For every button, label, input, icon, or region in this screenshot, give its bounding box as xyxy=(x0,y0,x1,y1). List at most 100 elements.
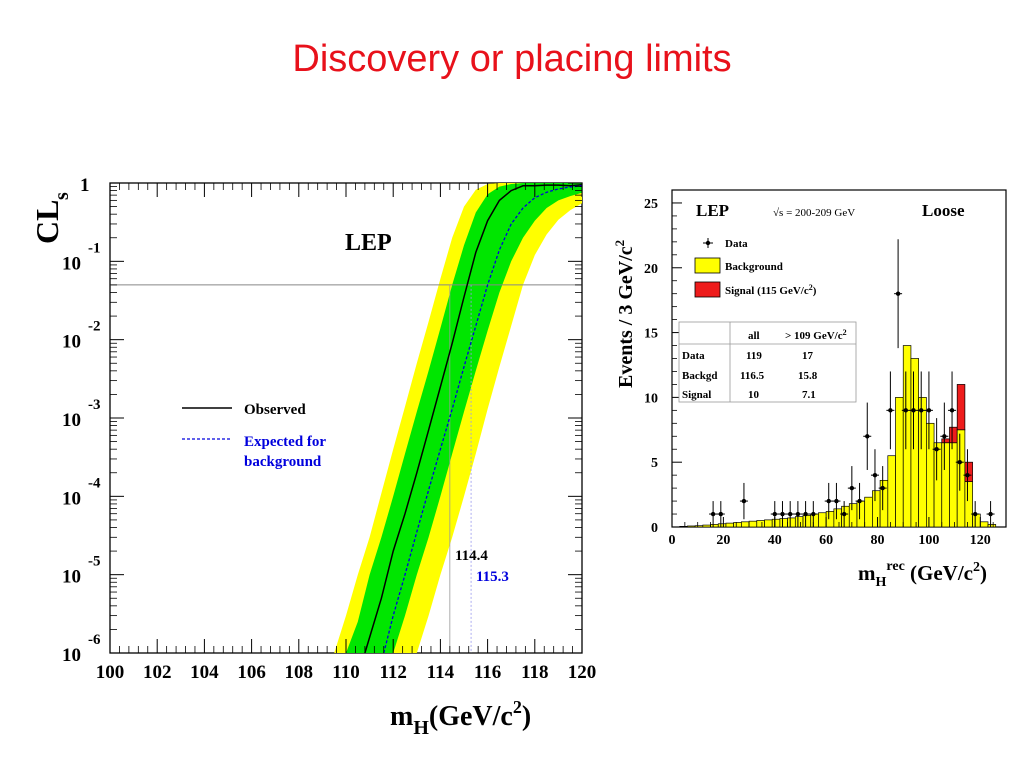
y-tick-label: 10 xyxy=(62,332,81,353)
data-point xyxy=(957,459,962,465)
hist-x-tick-label: 20 xyxy=(716,533,730,548)
data-point xyxy=(895,291,901,296)
table-row-backgd-cut: 15.8 xyxy=(798,370,818,382)
hist-y-tick-label: 10 xyxy=(644,391,658,406)
legend-observed-label: Observed xyxy=(244,402,306,418)
summary-table: all > 109 GeV/c2 Data 119 17 Backgd 116.… xyxy=(678,321,857,403)
legend-background-swatch xyxy=(694,257,721,274)
data-point xyxy=(710,511,716,517)
background-bar xyxy=(818,512,827,528)
data-point xyxy=(865,434,870,439)
x-tick-label: 106 xyxy=(237,662,266,683)
histogram-selection: Loose xyxy=(922,201,965,220)
data-point xyxy=(919,408,924,413)
background-bar xyxy=(748,520,758,528)
table-row-signal-label: Signal xyxy=(682,389,711,401)
background-bar xyxy=(910,358,919,528)
histogram-bars xyxy=(679,345,997,528)
signal-bar xyxy=(964,461,973,482)
cls-chart: 100 102 104 106 108 110 112 114 116 118 120110-110… xyxy=(29,175,596,739)
y-tick-label: 10 xyxy=(62,253,81,274)
histogram-xlabel: mHrec (GeV/c2) xyxy=(858,559,987,590)
background-bar xyxy=(887,455,896,528)
background-bar xyxy=(949,442,958,528)
x-tick-label: 116 xyxy=(474,662,501,683)
background-bar xyxy=(802,514,812,528)
annotation-observed-limit: 114.4 xyxy=(455,548,488,564)
table-row-data-label: Data xyxy=(682,350,705,362)
data-point xyxy=(741,498,747,504)
hist-x-tick-label: 120 xyxy=(970,533,991,548)
background-bar xyxy=(918,397,927,528)
table-header-cut: > 109 GeV/c2 xyxy=(785,328,847,342)
cls-lines xyxy=(110,183,583,654)
data-point xyxy=(903,408,908,413)
histogram-ticks: 0 20 40 60 80 100 120 0 5 10 15 20 25 xyxy=(644,197,994,548)
legend-signal-swatch xyxy=(694,281,721,298)
hist-y-tick-label: 15 xyxy=(644,327,658,342)
cls-title: LEP xyxy=(345,230,392,256)
y-tick-exponent: -4 xyxy=(88,475,101,491)
observed-line xyxy=(364,183,583,654)
histogram-energy: √s = 200-209 GeV xyxy=(773,207,855,219)
data-point xyxy=(880,485,885,491)
hist-y-tick-label: 0 xyxy=(651,521,658,536)
y-tick-label: 10 xyxy=(62,410,81,431)
background-bar xyxy=(841,505,850,528)
histogram-ylabel: Events / 3 GeV/c2 xyxy=(612,240,637,388)
background-bar xyxy=(956,429,966,528)
table-row-signal-cut: 7.1 xyxy=(802,389,816,401)
y-tick-label: 10 xyxy=(62,488,81,509)
legend-data-marker xyxy=(705,240,711,246)
hist-y-tick-label: 5 xyxy=(651,456,658,471)
background-bar xyxy=(725,522,735,528)
data-point xyxy=(872,472,878,478)
y-tick-exponent: -6 xyxy=(88,632,101,648)
background-bar xyxy=(848,503,858,528)
y-tick-exponent: -2 xyxy=(88,319,101,335)
hist-x-tick-label: 60 xyxy=(819,533,833,548)
table-row-backgd-all: 116.5 xyxy=(740,370,765,382)
mass-histogram: 0 20 40 60 80 100 120 0 5 10 15 20 25 LEP √s = 200-2… xyxy=(612,189,1007,590)
signal-bar xyxy=(956,384,966,431)
data-point xyxy=(803,511,808,517)
background-bar xyxy=(710,524,719,528)
data-point xyxy=(780,511,785,517)
background-bar xyxy=(926,422,935,528)
background-bar xyxy=(687,525,696,528)
x-tick-label: 120 xyxy=(568,662,597,683)
background-bar xyxy=(741,521,750,528)
background-bar xyxy=(902,345,912,528)
x-tick-label: 112 xyxy=(379,662,406,683)
background-bar xyxy=(872,490,881,528)
data-point xyxy=(718,511,724,517)
background-bar xyxy=(756,520,765,528)
background-bar xyxy=(979,521,989,528)
background-bar xyxy=(895,397,904,528)
table-row-data-all: 119 xyxy=(746,350,762,362)
background-bar xyxy=(764,519,773,528)
hist-x-tick-label: 80 xyxy=(871,533,885,548)
cls-ticks: 100 102 104 106 108 110 112 114 116 118 120110-110… xyxy=(62,175,596,683)
x-tick-label: 118 xyxy=(521,662,548,683)
data-point xyxy=(795,511,801,517)
y-tick-exponent: -3 xyxy=(88,397,101,413)
signal-bar xyxy=(941,438,950,444)
annotation-expected-limit: 115.3 xyxy=(476,569,509,585)
y-tick-label: 10 xyxy=(62,645,81,666)
band-1sigma xyxy=(334,183,582,653)
data-point xyxy=(972,511,978,517)
expected-line xyxy=(383,185,583,654)
hist-x-tick-label: 40 xyxy=(768,533,782,548)
cls-bands xyxy=(334,183,582,653)
background-bar xyxy=(933,442,943,528)
hist-y-tick-label: 20 xyxy=(644,262,658,277)
data-point xyxy=(834,498,839,504)
x-tick-label: 114 xyxy=(427,662,455,683)
x-tick-label: 102 xyxy=(143,662,172,683)
x-tick-label: 104 xyxy=(190,662,219,683)
background-bar xyxy=(964,481,973,528)
background-bar xyxy=(787,517,796,528)
cls-xlabel-text: mH(GeV/c2) xyxy=(390,697,531,739)
